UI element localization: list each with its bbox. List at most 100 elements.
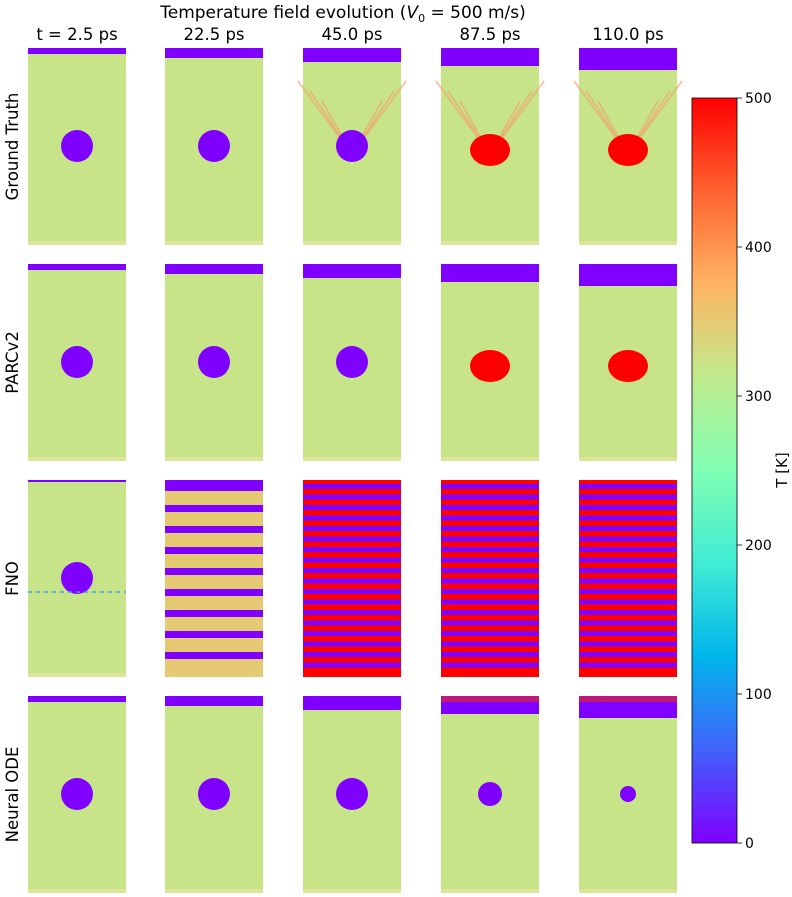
column-title: 45.0 ps (321, 25, 382, 44)
row-label: Ground Truth (3, 93, 22, 201)
field-panel (28, 48, 126, 245)
void-hole (61, 346, 93, 378)
void-hole (61, 562, 93, 594)
bottom-strip (28, 241, 126, 245)
projectile-cap (28, 480, 126, 482)
field-panel (297, 48, 407, 245)
field-band (441, 589, 539, 594)
chart-title: Temperature field evolution (V0 = 500 m/… (159, 3, 526, 25)
colorbar-tick-label: 300 (745, 389, 772, 405)
bottom-strip (441, 889, 539, 893)
bottom-strip (165, 457, 263, 461)
field-panel (579, 480, 677, 677)
field-band (579, 568, 677, 573)
field-panel (303, 264, 401, 461)
bottom-strip (579, 889, 677, 893)
field-band (441, 641, 539, 647)
field-band (441, 652, 539, 657)
void-hole (336, 778, 368, 810)
field-panel (441, 264, 539, 461)
bottom-strip (303, 241, 401, 245)
field-panel (303, 480, 401, 677)
field-band (441, 620, 539, 626)
row-label: PARCv2 (3, 331, 22, 394)
bottom-strip (579, 241, 677, 245)
field-band (303, 515, 401, 521)
projectile-cap (303, 696, 401, 710)
field-band (303, 526, 401, 531)
projectile-cap (303, 48, 401, 62)
projectile-cap (165, 48, 263, 58)
column-title: 87.5 ps (459, 25, 520, 44)
field-panel (303, 696, 401, 893)
field-band (165, 505, 263, 512)
projectile-cap (28, 264, 126, 270)
hotspot (608, 350, 648, 382)
field-panel (165, 696, 263, 893)
colorbar-label: T [K] (773, 452, 791, 488)
field-band (441, 536, 539, 542)
void-hole (61, 778, 93, 810)
field-panel (165, 480, 263, 677)
field-band (579, 631, 677, 636)
field-band (303, 652, 401, 657)
field-band (579, 484, 677, 489)
field-band (303, 641, 401, 647)
field-band (165, 526, 263, 533)
field-band (579, 599, 677, 605)
projectile-cap (165, 264, 263, 274)
field-band (579, 515, 677, 521)
cap-noise (441, 696, 539, 702)
projectile-cap (579, 264, 677, 286)
field-band (303, 494, 401, 500)
field-band (579, 536, 677, 542)
field-band (303, 662, 401, 668)
field-band (579, 557, 677, 563)
column-title: 22.5 ps (183, 25, 244, 44)
field-band (303, 610, 401, 615)
field-band (441, 505, 539, 510)
bottom-strip (28, 673, 126, 677)
field-panel (165, 264, 263, 461)
field-band (165, 568, 263, 575)
field-band (579, 505, 677, 510)
column-title: t = 2.5 ps (36, 25, 117, 44)
bottom-strip (165, 889, 263, 893)
bottom-strip (303, 889, 401, 893)
field-band (165, 547, 263, 554)
colorbar: 0 100 200 300 400 500 T [K] (691, 91, 791, 852)
field-band (579, 547, 677, 552)
field-band (165, 610, 263, 617)
void-hole (478, 782, 502, 806)
colorbar-tick-label: 500 (745, 91, 772, 107)
field-panel (573, 48, 683, 245)
bottom-strip (441, 241, 539, 245)
cap-noise (579, 696, 677, 702)
field-band (303, 484, 401, 489)
colorbar-tick-label: 100 (745, 687, 772, 703)
field-band (579, 610, 677, 615)
projectile-cap (441, 264, 539, 282)
void-hole (61, 130, 93, 162)
field-band (303, 599, 401, 605)
field-band (441, 526, 539, 531)
field-band (303, 505, 401, 510)
field-band (441, 557, 539, 563)
row-label: Neural ODE (3, 747, 22, 843)
field-band (579, 480, 677, 484)
field-band (303, 631, 401, 636)
colorbar-tick-label: 200 (745, 538, 772, 554)
row-label: FNO (3, 561, 22, 596)
bottom-strip (165, 241, 263, 245)
projectile-cap (28, 48, 126, 54)
void-hole (620, 786, 636, 802)
hotspot (608, 134, 648, 166)
colorbar-tick-label: 0 (745, 836, 754, 852)
column-title: 110.0 ps (592, 25, 664, 44)
field-band (441, 610, 539, 615)
hotspot (470, 134, 510, 166)
void-hole (198, 130, 230, 162)
field-band (303, 620, 401, 626)
field-band (579, 526, 677, 531)
